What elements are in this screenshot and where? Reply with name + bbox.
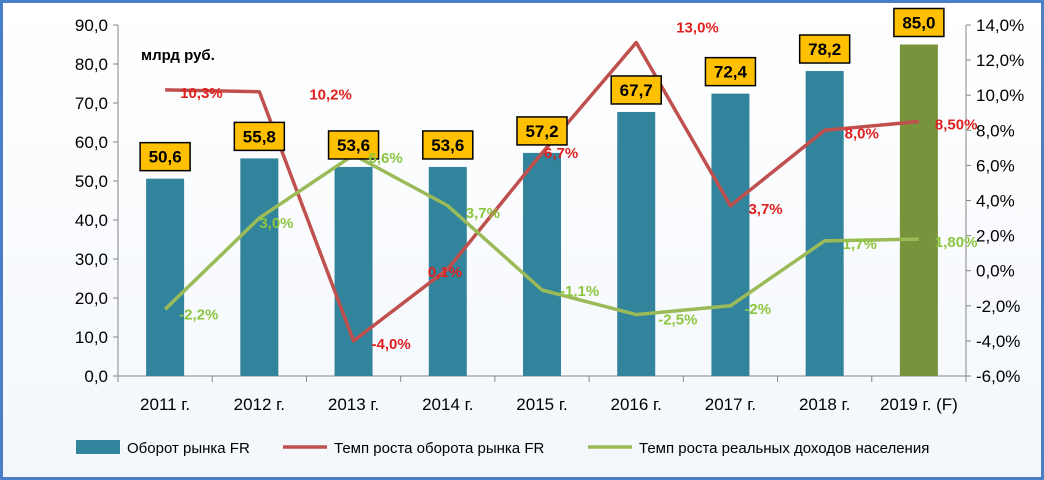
bar-value-label: 67,7 [620,81,653,100]
income-growth-label: 1,80% [935,234,978,251]
y-right-tick-label: 8,0% [976,121,1015,140]
y-left-tick-label: 10,0 [75,328,108,347]
bar-value-label: 50,6 [149,148,182,167]
bar-value-label: 53,6 [431,136,464,155]
income-growth-label: -2% [744,301,771,318]
bar-value-box [798,34,851,64]
bar-value-box [422,130,474,160]
bar [146,178,185,376]
fr-growth-label: 10,3% [180,85,223,102]
y-left-tick-label: 40,0 [75,211,108,230]
income-growth-label: 3,7% [466,205,500,222]
data-labels: 50,6 55,8 53,6 53,6 57,2 67,7 72,4 78,2 85,0 10,3… [139,7,978,353]
fr-growth-label: 3,7% [748,201,782,218]
y-right-tick-label: -6,0% [976,367,1020,386]
y-right-tick-label: 10,0% [976,86,1024,105]
x-tick-label: 2012 г. [234,395,285,414]
y-left-tick-label: 50,0 [75,172,108,191]
legend-swatch-bar [76,440,120,454]
x-tick-label: 2011 г. [140,395,190,414]
bar-value-box [139,141,191,172]
y-left-tick-label: 70,0 [75,94,108,113]
x-tick-label: 2017 г. [705,395,756,414]
bar [805,71,844,377]
income-growth-label: 3,0% [259,215,293,232]
fr-growth-label: 8,50% [935,117,978,134]
legend-label: Оборот рынка FR [127,440,250,457]
bar-value-box [233,121,286,152]
y-left-tick-label: 20,0 [75,289,108,308]
bar-value-box [704,56,757,87]
bars [146,44,938,377]
y-right-tick-label: 4,0% [976,192,1015,211]
income-growth-label: -2,5% [658,312,697,329]
unit-label: млрд руб. [141,47,215,64]
income-growth-label: 6,6% [369,150,403,167]
y-right-tick-label: 12,0% [976,51,1024,70]
bar [711,93,750,376]
income-growth-label: -2,2% [179,306,218,323]
bar-value-label: 53,6 [337,136,370,155]
y-right-tick-label: 14,0% [976,16,1024,35]
bar [617,111,656,376]
bar [899,44,938,376]
x-tick-label: 2015 г. [516,395,567,414]
x-tick-label: 2016 г. [611,395,662,414]
y-right-tick-label: -4,0% [976,332,1020,351]
fr-growth-label: 6,7% [544,145,578,162]
legend: Оборот рынка FR Темп роста оборота рынка … [76,440,929,457]
bar-value-box [610,75,662,105]
axes: 0,0 10,0 20,0 30,0 40,0 50,0 60,0 70,0 80,0 90,0 -… [75,16,1024,414]
y-left-tick-label: 60,0 [75,133,108,152]
y-right-tick-label: 0,0% [976,262,1015,281]
y-right-tick-label: 2,0% [976,227,1015,246]
x-tick-label: 2019 г. (F) [880,395,958,414]
income-growth-line [163,153,919,317]
bar [428,166,467,376]
bar-value-box [893,7,945,38]
bar-value-box [516,116,568,146]
bar [334,166,373,376]
x-tick-label: 2013 г. [328,395,379,414]
bar [240,158,279,376]
bar-value-label: 85,0 [902,14,935,33]
fr-growth-label: 10,2% [309,87,352,104]
bar-value-label: 55,8 [243,127,276,146]
bar-value-label: 72,4 [714,63,748,82]
y-right-tick-label: 6,0% [976,156,1015,175]
y-right-tick-label: -2,0% [976,297,1020,316]
legend-label: Темп роста оборота рынка FR [334,440,544,457]
y-left-tick-label: 80,0 [75,55,108,74]
income-growth-label: -1,1% [560,283,599,300]
bar [523,152,561,376]
income-growth-label: 1,7% [843,236,877,253]
x-tick-label: 2018 г. [799,395,850,414]
y-left-tick-label: 30,0 [75,250,108,269]
bar-value-label: 78,2 [808,40,841,59]
y-left-tick-label: 0,0 [84,367,108,386]
fr-growth-label: -4,0% [372,336,411,353]
lines [163,40,920,343]
x-tick-label: 2014 г. [422,395,473,414]
y-left-tick-label: 90,0 [75,16,108,35]
legend-label: Темп роста реальных доходов населения [639,440,929,457]
fr-growth-line [165,40,920,343]
bar-value-box [327,130,380,160]
fr-growth-label: 13,0% [676,20,719,37]
fr-growth-label: 8,0% [845,125,879,142]
fr-growth-label: 0,1% [428,264,462,281]
bar-value-label: 57,2 [525,122,558,141]
